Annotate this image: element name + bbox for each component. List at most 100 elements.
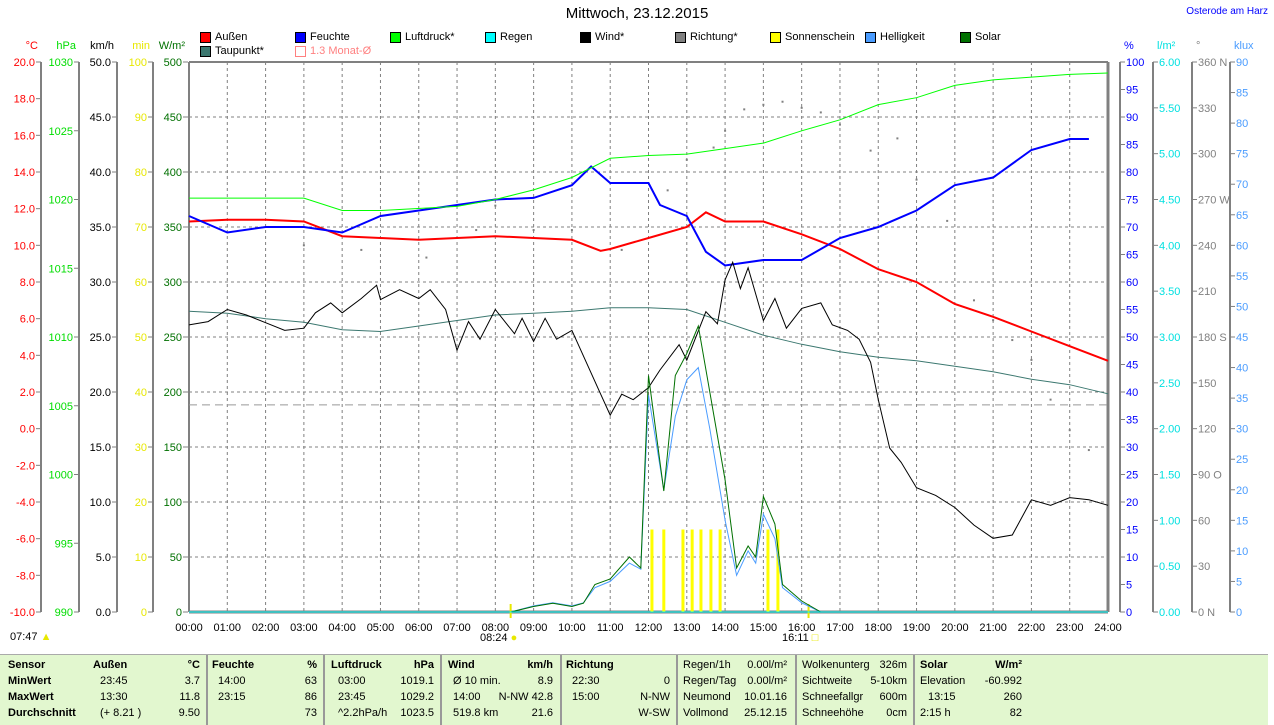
axis-tick-label: 70 — [1236, 179, 1248, 191]
axis-tick-label: 15 — [1126, 525, 1138, 537]
axis-unit-label: l/m² — [1157, 40, 1176, 52]
legend-label: Richtung* — [690, 31, 738, 43]
table-cell: 63 — [304, 675, 317, 687]
axis-tick-label: 60 — [135, 277, 147, 289]
axis-tick-label: 30 — [1126, 442, 1138, 454]
column-separator — [560, 655, 562, 725]
axis-tick-label: 0 — [176, 607, 182, 619]
cloud-label: Schneefallgr — [802, 691, 864, 703]
table-cell: 21.6 — [531, 707, 553, 719]
cloud-value: 0cm — [886, 707, 907, 719]
axis-tick-label: 995 — [55, 538, 73, 550]
sunrise-obs-marker: 08:24 ● — [480, 632, 517, 644]
table-header: Wind — [448, 659, 475, 671]
x-tick-label: 12:00 — [635, 622, 663, 634]
axis-tick-label: 990 — [55, 607, 73, 619]
x-tick-label: 19:00 — [903, 622, 931, 634]
x-tick-label: 13:00 — [673, 622, 701, 634]
axis-tick-label: 1015 — [49, 263, 73, 275]
axis-tick-label: 10 — [1126, 552, 1138, 564]
axis-tick-label: 0.0 — [96, 607, 111, 619]
legend-item[interactable]: Richtung* — [675, 31, 738, 43]
legend-item[interactable]: 1.3 Monat-Ø — [295, 45, 371, 57]
column-separator — [206, 655, 208, 725]
legend-item[interactable]: Regen — [485, 31, 532, 43]
solar-unit: W/m² — [995, 659, 1022, 671]
legend-item[interactable]: Taupunkt* — [200, 45, 264, 57]
series-feuchte — [188, 138, 1089, 267]
axis-unit-label: km/h — [90, 40, 114, 52]
sunshine-bar — [718, 529, 722, 612]
row-label: Durchschnitt — [8, 707, 76, 719]
table-header: hPa — [413, 659, 434, 671]
table-cell: 1029.2 — [400, 691, 434, 703]
sun-icon: ▲ — [40, 631, 52, 643]
axis-tick-label: 45 — [1126, 360, 1138, 372]
column-separator — [323, 655, 325, 725]
table-header: °C — [187, 659, 200, 671]
axis-tick-label: 14.0 — [14, 167, 35, 179]
axis-tick-label: 25 — [1126, 470, 1138, 482]
table-cell: N-NW 42.8 — [498, 691, 553, 703]
direction-point — [972, 299, 975, 302]
axis-unit-label: min — [132, 40, 150, 52]
axis-tick-label: 150 — [1198, 378, 1216, 390]
axis-tick-label: 500 — [164, 57, 182, 69]
x-tick-label: 02:00 — [252, 622, 280, 634]
x-tick-label: 14:00 — [711, 622, 739, 634]
axis-tick-label: 50.0 — [90, 57, 111, 69]
direction-point — [1011, 339, 1014, 342]
legend-swatch — [390, 31, 401, 43]
table-cell: 23:45 — [100, 675, 128, 687]
axis-tick-label: 55 — [1236, 271, 1248, 283]
axis-tick-label: 30 — [1198, 561, 1210, 573]
series-taupunkt — [188, 307, 1109, 395]
x-tick-label: 15:00 — [750, 622, 778, 634]
axis-tick-label: 400 — [164, 167, 182, 179]
axis-tick-label: 210 — [1198, 286, 1216, 298]
x-tick-label: 21:00 — [979, 622, 1007, 634]
legend-item[interactable]: Wind* — [580, 31, 624, 43]
table-cell: 11.8 — [179, 691, 200, 703]
table-cell: 86 — [304, 691, 317, 703]
rain-moon-label: Vollmond — [683, 707, 729, 719]
direction-point — [819, 111, 822, 114]
table-cell: N-NW — [640, 691, 670, 703]
legend-item[interactable]: Außen — [200, 31, 247, 43]
legend-item[interactable]: Sonnenschein — [770, 31, 855, 43]
axis-tick-label: 25.0 — [90, 332, 111, 344]
axis-tick-label: 18.0 — [14, 94, 35, 106]
axis-tick-label: 60 — [1236, 240, 1248, 252]
legend-label: Solar — [975, 31, 1001, 43]
axis-unit-label: °C — [26, 40, 38, 52]
axis-tick-label: 120 — [1198, 424, 1216, 436]
legend-item[interactable]: Helligkeit — [865, 31, 925, 43]
axis-tick-label: 65 — [1236, 210, 1248, 222]
sunshine-bar — [766, 529, 770, 612]
sunrise-day-marker: 07:47 ▲ — [10, 631, 51, 643]
solar-value: 260 — [1003, 691, 1022, 703]
legend-item[interactable]: Solar — [960, 31, 1001, 43]
solar-label: Elevation — [920, 675, 966, 687]
axis-tick-label: 2.00 — [1159, 424, 1180, 436]
axis-tick-label: 3.50 — [1159, 286, 1180, 298]
table-cell: ^2.2hPa/h — [338, 707, 388, 719]
table-header: Luftdruck — [331, 659, 382, 671]
axis-tick-label: 40 — [135, 387, 147, 399]
column-separator — [440, 655, 442, 725]
direction-point — [838, 123, 841, 126]
sunset-icon: □ — [811, 632, 819, 644]
table-header: Feuchte — [212, 659, 255, 671]
axis-tick-label: 90 — [1126, 112, 1138, 124]
legend-item[interactable]: Luftdruck* — [390, 31, 455, 43]
cloud-label: Wolkenunterg — [802, 659, 870, 671]
location-link[interactable]: Osterode am Harz — [1186, 6, 1268, 17]
axis-tick-label: 6.00 — [1159, 57, 1180, 69]
table-cell: 14:00 — [453, 691, 481, 703]
axis-tick-label: 35 — [1236, 393, 1248, 405]
legend-item[interactable]: Feuchte — [295, 31, 350, 43]
sunshine-bar — [709, 529, 713, 612]
table-cell: Ø 10 min. — [453, 675, 501, 687]
axis-tick-label: 50 — [170, 552, 182, 564]
axis-tick-label: 60 — [1198, 515, 1210, 527]
